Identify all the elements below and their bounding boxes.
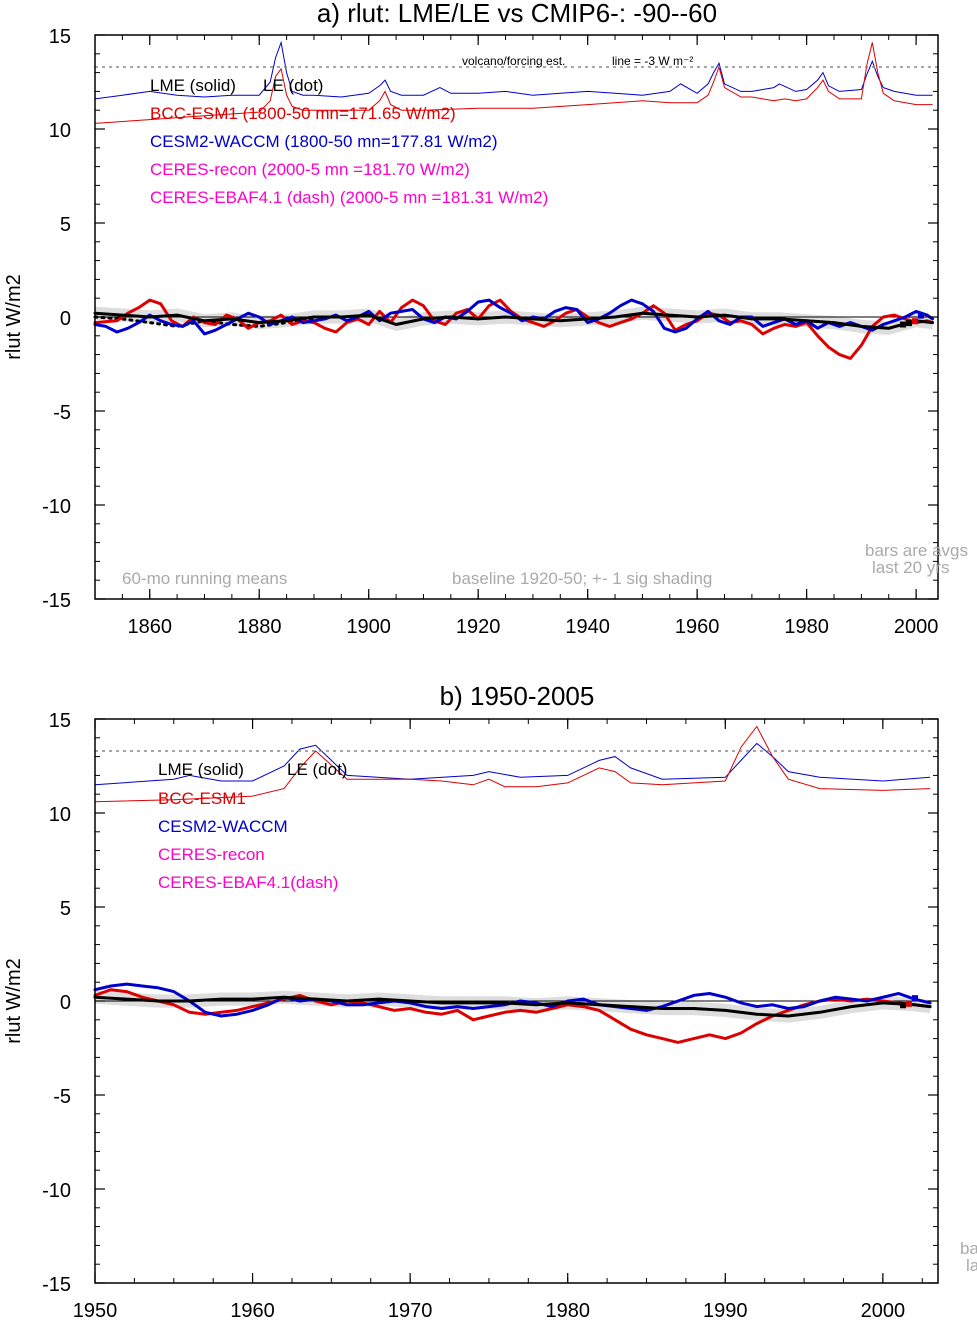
legend-b-lme: LME (solid): [158, 760, 244, 779]
running-means-note: 60-mo running means: [122, 569, 287, 588]
panel-a-last20-bars: [900, 312, 924, 328]
legend-bcc-esm1: BCC-ESM1 (1800-50 mn=171.65 W/m2): [150, 104, 456, 123]
x-tick-label: 1990: [703, 1300, 748, 1322]
bars-note-line2: last 20 yrs: [872, 558, 949, 577]
bars-note-line1: bars are avgs: [865, 541, 968, 560]
forcing-scale-note: line = -3 W m⁻²: [612, 54, 693, 68]
y-tick-label: 0: [60, 308, 71, 330]
x-tick-label: 1940: [565, 616, 610, 638]
y-tick-label: -5: [53, 402, 71, 424]
panel-a-forcing-lines: [94, 40, 933, 124]
x-tick-label: 1860: [127, 616, 172, 638]
x-tick-label: 1970: [388, 1300, 433, 1322]
legend-cesm2-waccm: CESM2-WACCM (1800-50 mn=177.81 W/m2): [150, 132, 498, 151]
x-tick-label: 2000: [894, 616, 939, 638]
y-tick-label: 10: [49, 120, 71, 142]
y-tick-label: 0: [60, 992, 71, 1014]
x-tick-label: 1980: [545, 1300, 590, 1322]
legend-ceres-ebaf: CERES-EBAF4.1 (dash) (2000-5 mn =181.31 …: [150, 188, 548, 207]
x-tick-label: 1950: [73, 1300, 118, 1322]
bars-note-b-line2: la: [966, 1256, 977, 1275]
panel-b-last20-bars: [900, 995, 918, 1009]
legend-ceres-recon: CERES-recon (2000-5 mn =181.70 W/m2): [150, 160, 470, 179]
last20-bar-1: [906, 1000, 912, 1007]
legend-b-cesm2-waccm: CESM2-WACCM: [158, 817, 288, 836]
y-tick-label: -15: [42, 590, 71, 612]
x-tick-label: 1900: [346, 616, 391, 638]
last20-bar-1: [906, 320, 912, 327]
legend-b-ceres-recon: CERES-recon: [158, 845, 265, 864]
last20-bar-0: [900, 321, 906, 328]
x-tick-label: 2000: [861, 1300, 906, 1322]
legend-b-le: LE (dot): [287, 760, 347, 779]
last20-bar-3: [918, 312, 924, 319]
legend-b-ceres-ebaf: CERES-EBAF4.1(dash): [158, 873, 338, 892]
panel-b-ylabel: rlut W/m2: [3, 958, 25, 1044]
bars-note-b-line1: ba: [960, 1239, 977, 1258]
cesm2-forcing-line: [94, 742, 931, 786]
panel-b-title: b) 1950-2005: [440, 681, 595, 711]
series-line-bcc-esm1: [93, 298, 934, 360]
panel-b-series: [93, 982, 932, 1044]
y-tick-label: -5: [53, 1086, 71, 1108]
series-line-lme: [93, 311, 934, 330]
x-tick-label: 1920: [456, 616, 501, 638]
panel-b-ticks: 1950 1960 1970 1980 1990 2000 -15 -10 -5 0 5 10 15: [42, 710, 938, 1322]
x-tick-label: 1880: [237, 616, 282, 638]
panel-a: a) rlut: LME/LE vs CMIP6-: -90--60 rlut …: [3, 0, 968, 638]
y-tick-label: 5: [60, 898, 71, 920]
panel-a-title: a) rlut: LME/LE vs CMIP6-: -90--60: [317, 0, 717, 28]
baseline-note: baseline 1920-50; +- 1 sig shading: [452, 569, 712, 588]
x-tick-label: 1960: [230, 1300, 275, 1322]
y-tick-label: -15: [42, 1274, 71, 1296]
y-tick-label: 15: [49, 710, 71, 732]
last20-bar-2: [912, 995, 918, 1002]
last20-bar-2: [912, 318, 918, 325]
y-tick-label: 10: [49, 804, 71, 826]
x-tick-label: 1960: [675, 616, 720, 638]
y-tick-label: -10: [42, 1180, 71, 1202]
legend-le: LE (dot): [263, 76, 323, 95]
bcc-forcing-line: [94, 42, 933, 124]
y-tick-label: -10: [42, 496, 71, 518]
panel-b: b) 1950-2005 rlut W/m2 1950 1960 1970 1980 1…: [3, 681, 977, 1322]
y-tick-label: 5: [60, 214, 71, 236]
series-line-lme: [93, 995, 932, 1018]
panel-a-series: [93, 298, 934, 360]
x-tick-label: 1980: [784, 616, 829, 638]
panel-a-ylabel: rlut W/m2: [3, 274, 25, 360]
panel-a-ticks: 1860 1880 1900 1920 1940 1960 1980 2000 -15 -10 -5…: [42, 26, 938, 638]
last20-bar-0: [900, 1002, 906, 1009]
legend-lme: LME (solid): [150, 76, 236, 95]
cesm2-forcing-line: [94, 40, 933, 100]
legend-b-bcc-esm1: BCC-ESM1: [158, 789, 246, 808]
y-tick-label: 15: [49, 26, 71, 48]
volcano-forcing-note: volcano/forcing est.: [462, 54, 565, 68]
